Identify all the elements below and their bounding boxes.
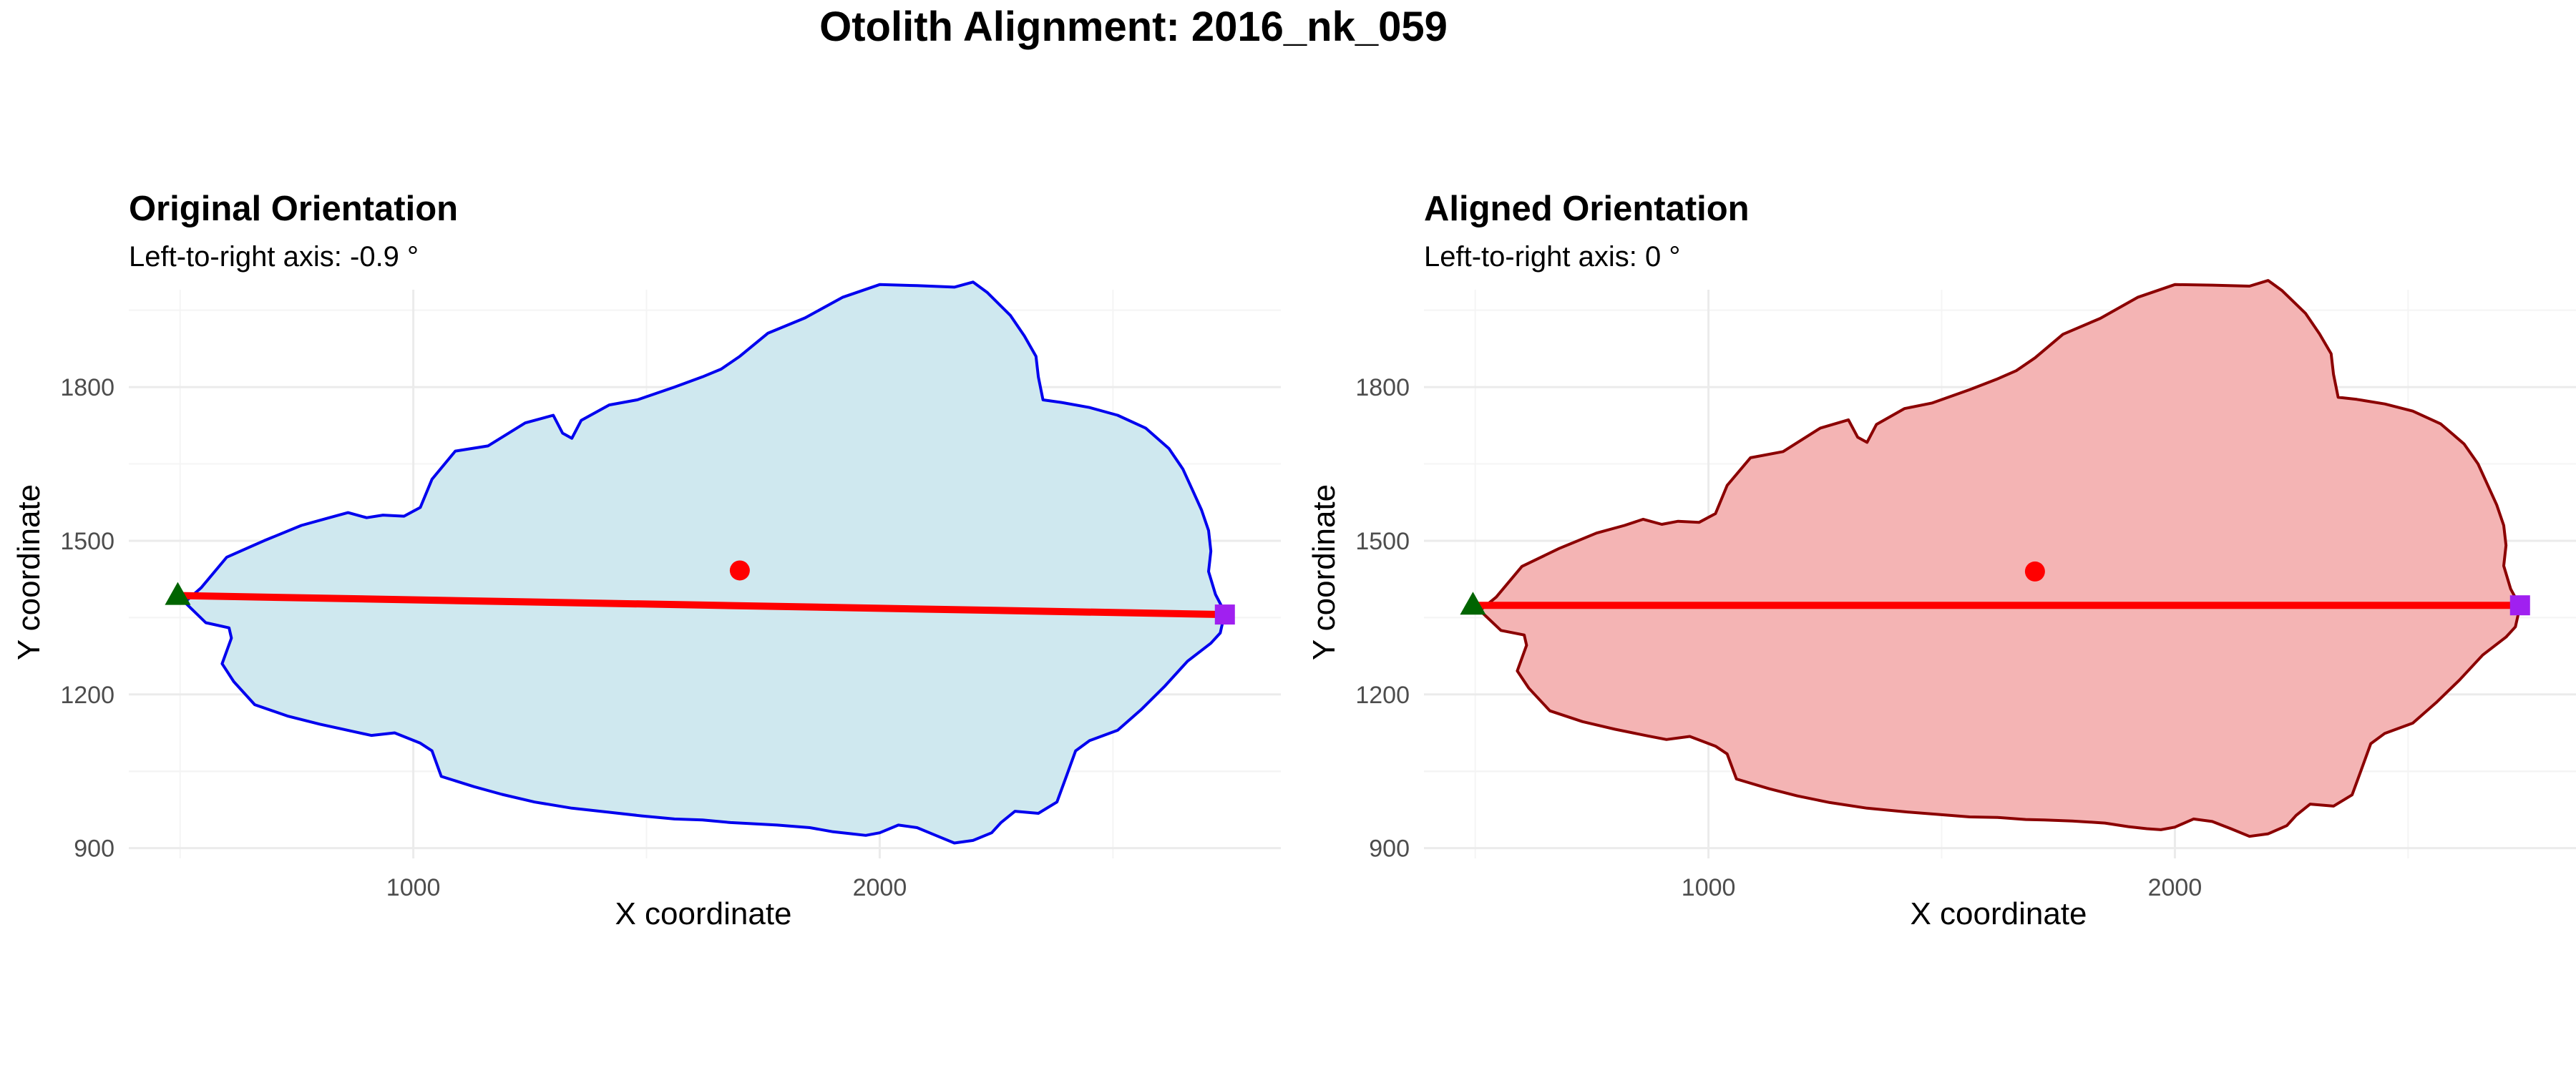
start-point-triangle bbox=[1460, 592, 1486, 615]
plot-area: 1000 2000 900 1200 1500 1800 bbox=[60, 280, 1281, 901]
x-axis-title: X coordinate bbox=[1910, 896, 2087, 931]
x-axis-title: X coordinate bbox=[615, 896, 791, 931]
x-tick-label: 1000 bbox=[1682, 874, 1736, 901]
x-tick-label: 1000 bbox=[386, 874, 441, 901]
end-point-square bbox=[2509, 595, 2530, 616]
start-point-triangle bbox=[165, 582, 191, 605]
x-tick-label: 2000 bbox=[2148, 874, 2202, 901]
centroid-point bbox=[2024, 561, 2045, 582]
y-axis-title: Y coordinate bbox=[1307, 484, 1342, 660]
x-tick-label: 2000 bbox=[853, 874, 907, 901]
y-tick-label: 1800 bbox=[60, 374, 114, 401]
panel-subtitle: Left-to-right axis: 0 ° bbox=[1424, 241, 1680, 273]
panel-aligned-orientation: Aligned Orientation Left-to-right axis: … bbox=[1307, 190, 2576, 931]
centroid-point bbox=[729, 560, 750, 581]
panel-title: Aligned Orientation bbox=[1424, 190, 1750, 228]
y-tick-label: 1800 bbox=[1355, 374, 1410, 401]
panel-title: Original Orientation bbox=[129, 190, 458, 228]
y-tick-label: 1200 bbox=[60, 682, 114, 709]
y-axis-title: Y coordinate bbox=[11, 484, 47, 660]
end-point-square bbox=[1214, 604, 1235, 625]
y-tick-label: 1500 bbox=[60, 528, 114, 555]
panel-original-orientation: Original Orientation Left-to-right axis:… bbox=[11, 190, 1281, 931]
plot-area: 1000 2000 900 1200 1500 1800 bbox=[1355, 279, 2576, 901]
figure-title: Otolith Alignment: 2016_nk_059 bbox=[819, 4, 1448, 50]
otolith-outline bbox=[1478, 279, 2522, 838]
y-tick-label: 1200 bbox=[1355, 682, 1410, 709]
y-tick-label: 900 bbox=[74, 836, 114, 863]
otolith-outline bbox=[183, 280, 1226, 845]
y-tick-label: 1500 bbox=[1355, 528, 1410, 555]
alignment-axis-line bbox=[177, 592, 1225, 619]
y-tick-label: 900 bbox=[1369, 836, 1410, 863]
panel-subtitle: Left-to-right axis: -0.9 ° bbox=[129, 241, 419, 273]
